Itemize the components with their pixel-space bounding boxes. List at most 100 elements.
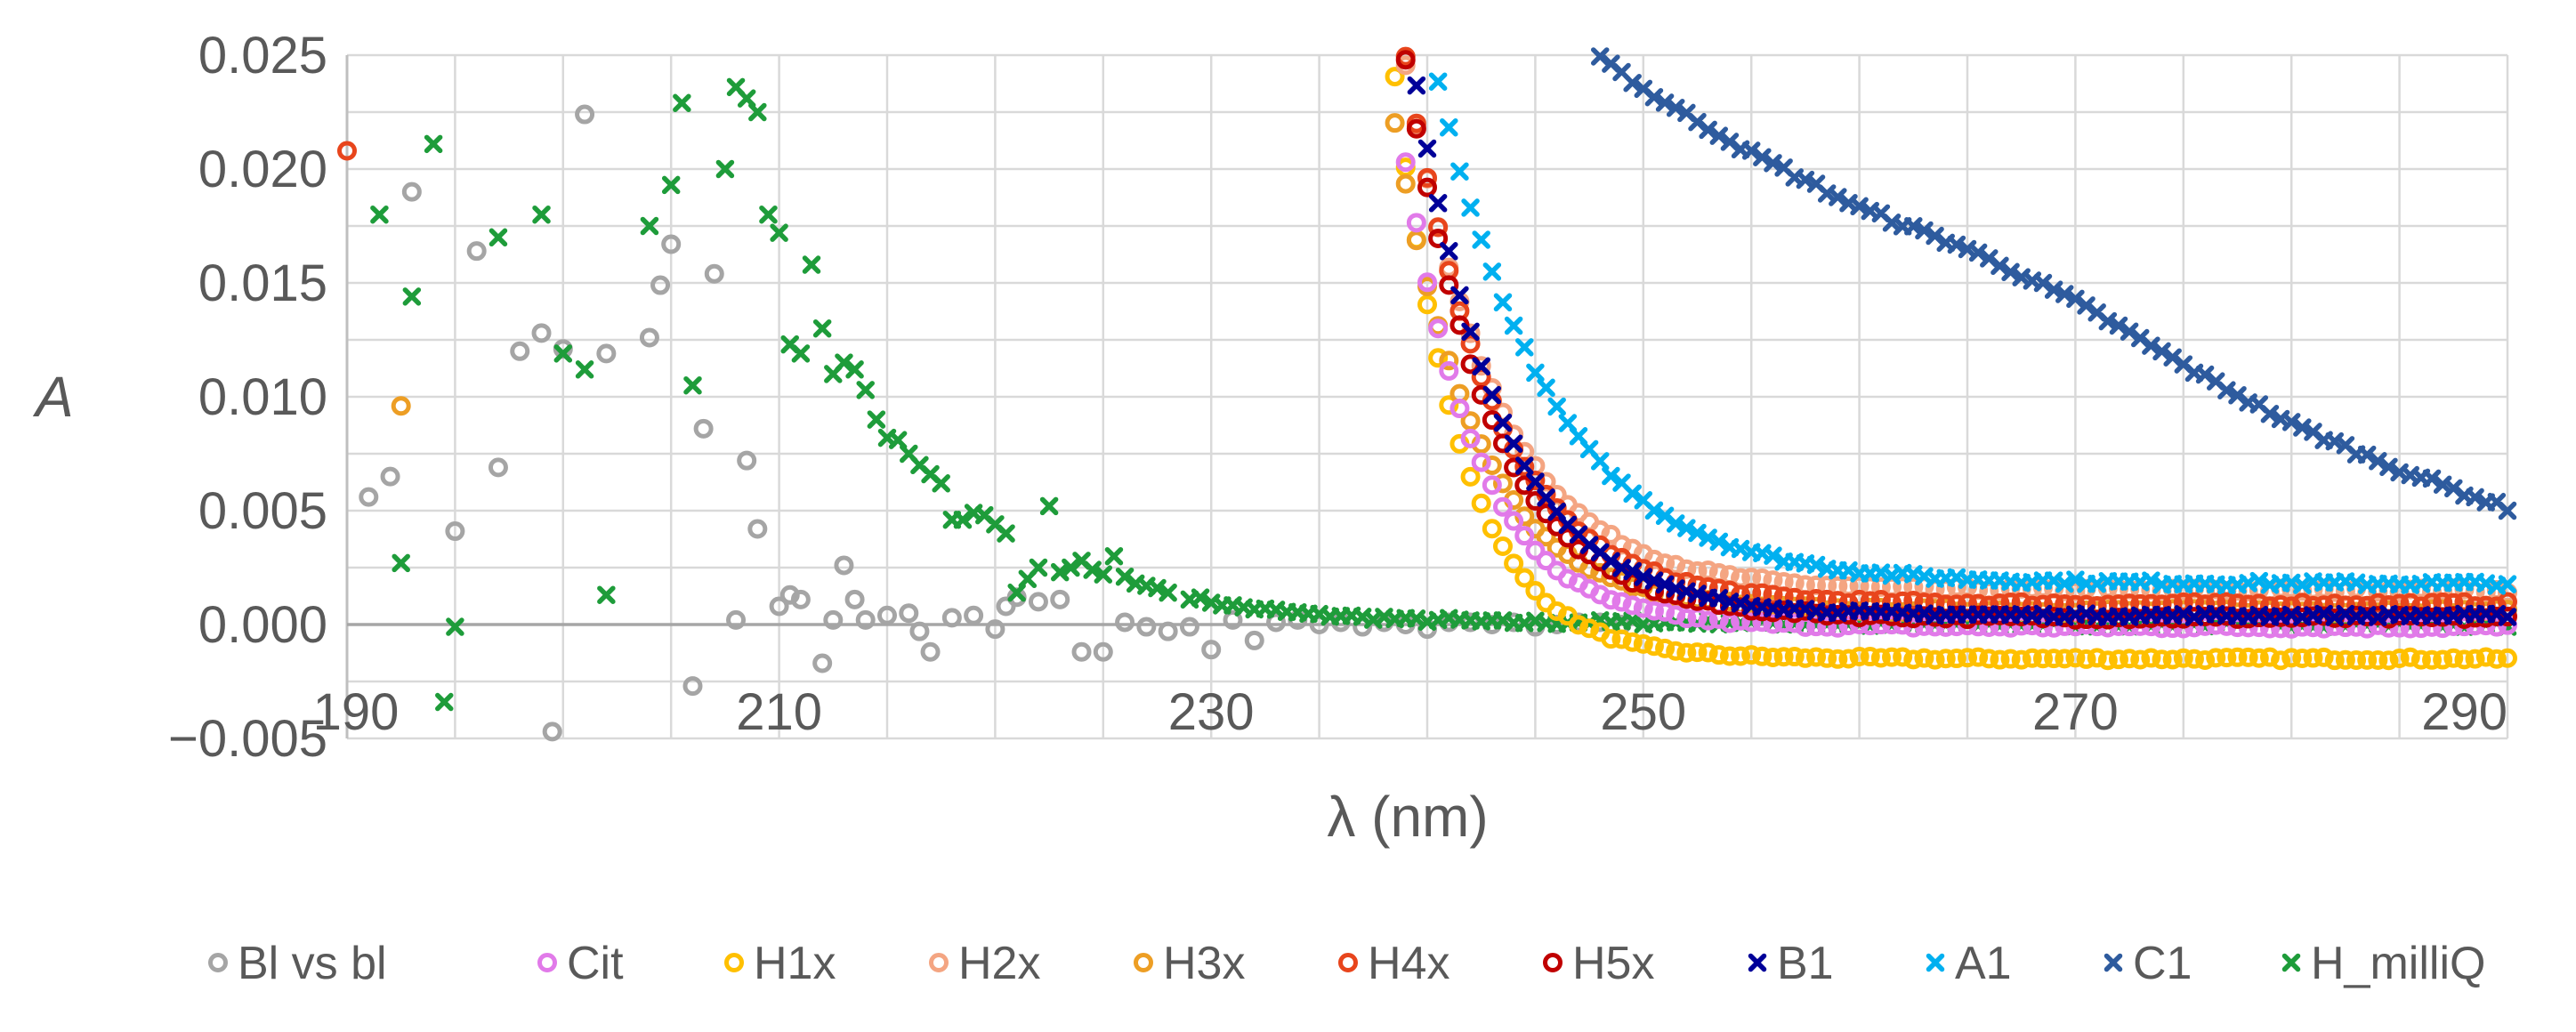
- data-point: [693, 418, 714, 439]
- data-point: [2152, 342, 2171, 361]
- x-tick-label: 290: [2421, 683, 2507, 741]
- data-point: [1806, 647, 1827, 667]
- data-point: [1201, 640, 1222, 660]
- data-point: [802, 255, 821, 274]
- legend-marker: [2104, 953, 2123, 972]
- data-point: [1991, 256, 2009, 276]
- data-point: [2195, 650, 2216, 671]
- data-point: [2357, 618, 2378, 639]
- data-point: [1440, 117, 1458, 137]
- legend-label: Bl vs bl: [238, 938, 387, 989]
- data-point: [1395, 152, 1416, 173]
- data-point: [1828, 649, 1848, 669]
- data-point: [1914, 648, 1934, 668]
- legend-marker: [537, 953, 557, 972]
- data-point: [2228, 386, 2247, 405]
- data-point: [1644, 87, 1664, 107]
- data-point: [2108, 649, 2128, 670]
- data-point: [1536, 551, 1556, 571]
- data-point: [1752, 612, 1773, 633]
- data-point: [1763, 614, 1783, 634]
- data-point: [1784, 647, 1805, 667]
- data-point: [1708, 645, 1729, 665]
- data-point: [1784, 613, 1805, 633]
- data-point: [1417, 167, 1437, 188]
- data-point: [596, 343, 617, 364]
- data-point: [2389, 648, 2410, 668]
- data-point: [1677, 519, 1696, 537]
- data-point: [1903, 649, 1924, 670]
- data-point: [909, 621, 930, 641]
- data-point: [1482, 519, 1502, 539]
- data-point: [1417, 177, 1437, 198]
- data-point: [1428, 348, 1449, 368]
- data-point: [1515, 456, 1534, 475]
- data-point: [1633, 633, 1653, 654]
- data-point: [1741, 583, 1762, 603]
- data-point: [1093, 641, 1113, 662]
- data-point: [1719, 646, 1740, 666]
- data-point: [1990, 649, 2010, 670]
- data-point: [1763, 647, 1783, 667]
- x-tick-label: 270: [2032, 683, 2119, 741]
- data-point: [759, 205, 778, 224]
- data-point: [2184, 649, 2204, 669]
- data-point: [1115, 567, 1135, 586]
- data-point: [1428, 194, 1448, 213]
- data-point: [1870, 576, 1891, 597]
- data-point: [2444, 479, 2463, 498]
- legend-item: C1: [2104, 938, 2192, 989]
- data-point: [953, 510, 973, 529]
- legend-label: H1x: [754, 938, 836, 989]
- data-point: [2314, 618, 2334, 639]
- data-point: [2486, 649, 2507, 669]
- data-point: [380, 466, 400, 487]
- data-point: [1633, 598, 1653, 618]
- data-point: [2292, 649, 2313, 669]
- data-point: [941, 608, 962, 628]
- series-b1: [1407, 76, 2517, 626]
- data-point: [1666, 641, 1686, 661]
- data-point: [489, 228, 508, 247]
- legend-marker: [1134, 953, 1153, 972]
- data-point: [2066, 289, 2085, 309]
- data-point: [1643, 601, 1664, 621]
- data-point: [1115, 612, 1135, 633]
- y-tick-label: 0.020: [198, 141, 327, 198]
- data-point: [1903, 590, 1924, 610]
- data-point: [2120, 322, 2139, 341]
- data-point: [2369, 452, 2387, 471]
- y-tick-label: −0.005: [168, 710, 327, 768]
- data-point: [2195, 616, 2216, 636]
- data-point: [1385, 67, 1405, 87]
- data-point: [2368, 649, 2388, 670]
- data-point: [2378, 617, 2399, 638]
- x-axis-ticks: 190 210 230 250 270 290: [313, 683, 2507, 741]
- data-point: [1557, 568, 1578, 589]
- legend-label: H2x: [958, 938, 1040, 989]
- data-point: [1439, 351, 1459, 371]
- data-point: [2249, 648, 2269, 668]
- data-point: [2454, 649, 2475, 670]
- legend-label: H4x: [1368, 938, 1450, 989]
- data-point: [1601, 524, 1621, 544]
- data-point: [1752, 646, 1773, 666]
- legend-item: H1x: [724, 938, 836, 989]
- data-point: [1428, 318, 1449, 339]
- data-point: [1439, 395, 1459, 415]
- data-point: [1817, 648, 1837, 668]
- data-point: [1829, 188, 1847, 206]
- data-point: [1579, 536, 1599, 554]
- data-point: [1537, 378, 1555, 398]
- data-point: [1461, 322, 1480, 342]
- data-point: [1990, 593, 2010, 613]
- data-point: [391, 396, 411, 416]
- data-point: [542, 722, 562, 742]
- data-point: [2379, 457, 2398, 477]
- data-point: [673, 93, 691, 113]
- data-point: [1698, 642, 1718, 663]
- data-point: [1990, 617, 2010, 637]
- data-point: [510, 341, 530, 361]
- data-point: [704, 263, 724, 284]
- data-point: [2033, 273, 2053, 293]
